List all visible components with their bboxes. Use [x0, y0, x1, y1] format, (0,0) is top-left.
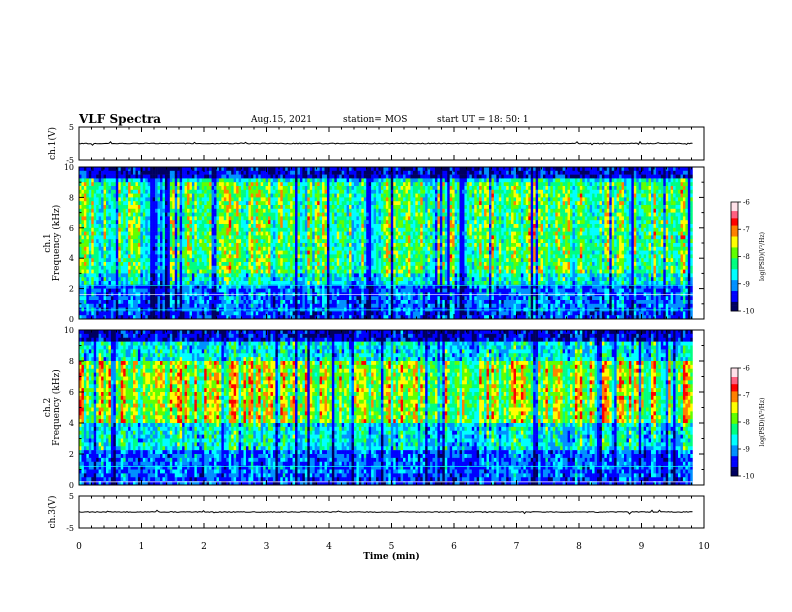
ch2-spectrogram-ylabel: Frequency (kHz) — [51, 369, 62, 446]
ch1-spectrogram-colorbar-tick-label: -8 — [743, 253, 750, 261]
ch1-spectrogram-ytick-label: 2 — [69, 285, 74, 294]
ch2-spectrogram-ytick-label: 2 — [69, 450, 74, 459]
ch3-waveform-ylabel: ch.3(V) — [47, 496, 58, 529]
ch1-spectrogram-colorbar-tick-label: -6 — [743, 199, 750, 207]
ch2-spectrogram-colorbar-tick-label: -6 — [743, 365, 750, 373]
ch1-spectrogram-ytick-label: 8 — [69, 193, 74, 202]
ch1-waveform-trace — [78, 140, 693, 146]
figure-title: VLF Spectra — [79, 112, 161, 126]
ch2-spectrogram-pixels — [79, 330, 694, 486]
ch1-spectrogram-ytick-label: 6 — [69, 224, 74, 233]
start-time-label: start UT = 18: 50: 1 — [437, 115, 529, 125]
ch2-spectrogram-colorbar-tick-label: -7 — [743, 392, 750, 400]
ch2-spectrogram-colorbar-label: log(PSD)(V²/Hz) — [759, 398, 766, 447]
ch2-spectrogram-nodata — [692, 330, 704, 485]
ch1-waveform-ylabel: ch.1(V) — [47, 127, 58, 160]
ch1-waveform-ytick-label: 5 — [69, 123, 74, 132]
ch1-waveform-ytick-label: -5 — [66, 156, 74, 165]
ch1-spectrogram-nodata — [692, 167, 704, 319]
x-tick-label-5: 5 — [389, 542, 395, 552]
ch1-spectrogram-ytick-label: 4 — [69, 254, 74, 263]
ch2-spectrogram-colorbar-tick-label: -8 — [743, 419, 750, 427]
ch3-waveform-ytick-label: -5 — [66, 524, 74, 533]
ch1-spectrogram-pixels — [79, 167, 694, 320]
ch1-spectrogram-colorbar-tick-label: -7 — [743, 226, 750, 234]
x-tick-label-0: 0 — [76, 542, 82, 552]
x-axis-label: Time (min) — [363, 551, 420, 562]
ch1-spectrogram-ylabel: Frequency (kHz) — [51, 205, 62, 282]
x-tick-label-8: 8 — [576, 542, 582, 552]
ch2-spectrogram-ytick-label: 4 — [69, 419, 74, 428]
x-tick-label-1: 1 — [139, 542, 145, 552]
ch1-spectrogram-colorbar — [731, 202, 738, 312]
x-tick-label-9: 9 — [639, 542, 645, 552]
x-tick-label-4: 4 — [326, 542, 332, 552]
ch2-spectrogram-ytick-label: 6 — [69, 388, 74, 397]
ch1-spectrogram-ylabel: ch.1 — [43, 233, 53, 252]
date-label: Aug.15, 2021 — [251, 115, 312, 125]
ch1-spectrogram-colorbar-tick-label: -9 — [743, 280, 750, 288]
ch1-spectrogram-colorbar-tick-label: -10 — [743, 308, 754, 316]
ch1-spectrogram-colorbar-label: log(PSD)(V²/Hz) — [759, 232, 766, 281]
x-tick-label-10: 10 — [698, 542, 710, 552]
ch1-spectrogram-ytick-label: 10 — [64, 163, 74, 172]
ch3-waveform-ytick-label: 5 — [69, 492, 74, 501]
ch2-spectrogram-ytick-label: 8 — [69, 357, 74, 366]
station-label: station= MOS — [343, 115, 407, 125]
ch2-spectrogram-colorbar — [731, 368, 738, 477]
x-tick-label-6: 6 — [451, 542, 457, 552]
x-tick-label-7: 7 — [514, 542, 520, 552]
x-tick-label-2: 2 — [201, 542, 207, 552]
ch3-waveform-trace — [78, 509, 693, 515]
ch2-spectrogram-ylabel: ch.2 — [43, 398, 53, 417]
x-tick-label-3: 3 — [264, 542, 270, 552]
ch2-spectrogram-colorbar-tick-label: -10 — [743, 473, 754, 481]
ch2-spectrogram-ytick-label: 10 — [64, 326, 74, 335]
ch2-spectrogram-colorbar-tick-label: -9 — [743, 446, 750, 454]
ch1-spectrogram-ytick-label: 0 — [69, 315, 74, 324]
ch2-spectrogram-ytick-label: 0 — [69, 481, 74, 490]
